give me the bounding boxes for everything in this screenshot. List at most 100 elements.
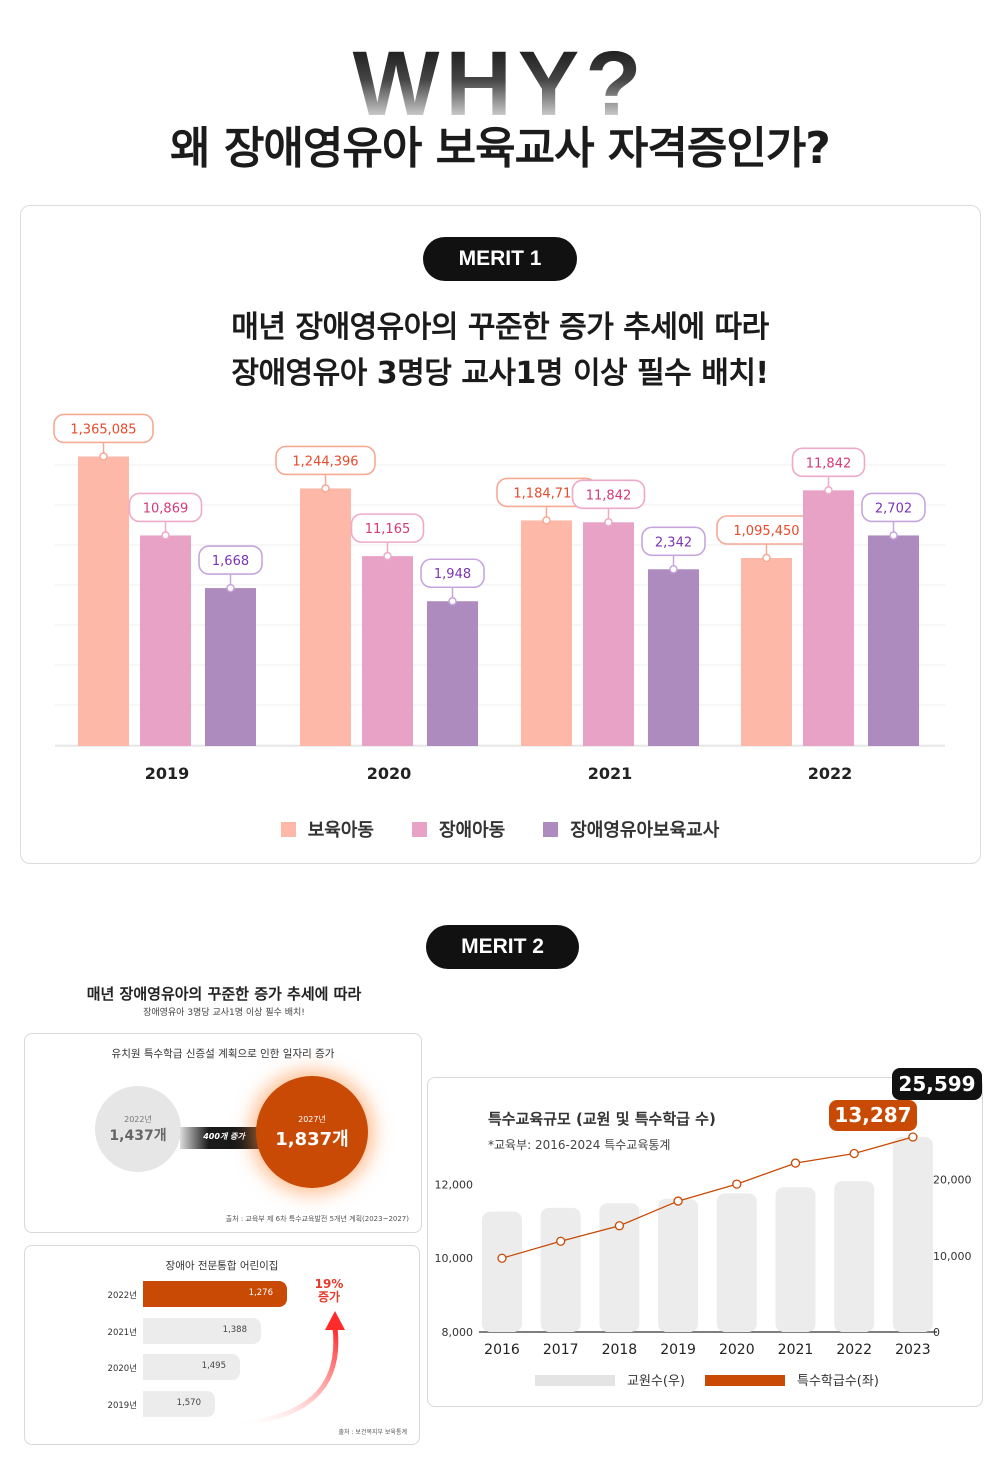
x-tick-label: 2022 <box>836 1342 872 1358</box>
legend-label-teachers: 교원수(우) <box>627 1374 685 1389</box>
classes-2023-tag: 13,287 <box>829 1100 917 1131</box>
data-label-box <box>791 447 866 478</box>
jobs-from-year: 2022년 <box>124 1114 152 1124</box>
daycare-row-year: 2021년 <box>107 1328 137 1338</box>
classes-point-2021 <box>790 1158 801 1168</box>
jobs-to-value: 1,837개 <box>275 1128 349 1150</box>
y-right-tick-label: 20,000 <box>933 1174 972 1187</box>
daycare-row-year: 2022년 <box>107 1291 137 1301</box>
merit1-bar-chart: 1,365,08510,8691,66820191,244,39611,1651… <box>53 413 945 783</box>
label-dot <box>383 551 392 561</box>
bar-2020-1 <box>362 556 413 746</box>
merit2-badge: MERIT 2 <box>426 925 579 969</box>
label-dot <box>762 553 771 563</box>
jobs-panel-title: 유치원 특수학급 신증설 계획으로 인한 일자리 증가 <box>111 1048 335 1060</box>
bar-2021-0 <box>521 520 572 746</box>
data-label-box <box>198 545 263 575</box>
data-label: 10,869 <box>143 501 189 516</box>
jobs-source: 출처 : 교육부 제 6차 특수교육발전 5개년 계획(2023~2027) <box>225 1215 409 1223</box>
daycare-change-word: 증가 <box>317 1290 341 1304</box>
jobs-arrow <box>180 1127 262 1149</box>
data-label: 1,184,716 <box>513 486 579 501</box>
data-label-box <box>641 526 706 557</box>
legend-swatch-teachers <box>535 1375 615 1386</box>
daycare-source: 출처 : 보건복지부 보육통계 <box>338 1429 407 1436</box>
x-tick-label: 2021 <box>778 1342 814 1358</box>
bar-2020-2 <box>427 601 478 746</box>
data-label-box <box>350 513 425 543</box>
data-label: 2,342 <box>655 535 692 550</box>
teacher-bar-2019 <box>658 1198 699 1332</box>
teacher-bar-2018 <box>599 1203 640 1332</box>
legend-label-teacher: 장애영유아보육교사 <box>570 820 720 841</box>
page-title: 왜 장애영유아 보육교사 자격증인가? <box>170 123 831 174</box>
daycare-bar-value: 1,570 <box>176 1398 201 1408</box>
data-label-box <box>275 445 376 476</box>
bar-group-2022: 1,095,450 11,842 2,702 <box>716 447 926 746</box>
data-label: 11,842 <box>586 488 632 503</box>
teacher-bar-2016 <box>482 1211 522 1332</box>
daycare-row: 2020년 1,495 <box>25 1354 419 1380</box>
daycare-row-year: 2020년 <box>107 1364 137 1374</box>
merit1-legend: 보육아동 장애아동 장애영유아보육교사 <box>0 816 1000 842</box>
daycare-row: 2021년 1,388 <box>25 1318 419 1344</box>
merit1-badge: MERIT 1 <box>423 237 577 281</box>
legend-label-disabled: 장애아동 <box>438 820 506 841</box>
data-label-box <box>571 479 646 510</box>
data-label-box <box>861 492 926 523</box>
x-tick-label: 2018 <box>602 1342 638 1358</box>
jobs-from-value: 1,437개 <box>109 1127 167 1144</box>
legend-swatch-childcare <box>280 821 296 837</box>
legend-item-childcare: 보육아동 <box>280 816 374 842</box>
label-dot <box>542 516 551 525</box>
bar-2019-2 <box>205 588 256 746</box>
data-label: 11,842 <box>806 456 852 471</box>
daycare-change-label: 19% 증가 <box>309 1278 349 1304</box>
classes-point-2018 <box>614 1221 625 1231</box>
teacher-bar-2021 <box>775 1187 816 1332</box>
teacher-bar-2017 <box>540 1207 581 1332</box>
label-dot <box>448 596 457 606</box>
x-tick-label: 2022 <box>808 764 853 783</box>
x-tick-label: 2020 <box>367 764 412 783</box>
classes-point-2017 <box>556 1236 566 1246</box>
legend-item-disabled: 장애아동 <box>411 816 506 842</box>
bar-2021-1 <box>583 522 634 746</box>
label-dot <box>889 531 898 540</box>
daycare-panel-title: 장애아 전문통합 어린이집 <box>165 1260 279 1272</box>
data-label-box <box>128 492 203 523</box>
bar-group-2019: 1,365,085 10,869 1,668 <box>53 413 263 746</box>
jobs-arrow-label: 400개 증가 <box>203 1132 245 1141</box>
daycare-change-pct: 19% <box>314 1277 344 1291</box>
label-dot <box>321 484 330 493</box>
data-label: 1,668 <box>212 554 249 569</box>
daycare-panel: 장애아 전문통합 어린이집 2022년 1,276 2021년 1,388 20… <box>24 1245 420 1445</box>
bar-2019-0 <box>78 456 129 746</box>
bar-2022-0 <box>741 558 792 746</box>
legend-swatch-classes <box>705 1375 785 1386</box>
bar-2020-0 <box>300 488 351 746</box>
jobs-2022-circle: 2022년 1,437개 <box>95 1086 181 1172</box>
data-label-box <box>420 558 485 589</box>
daycare-row: 2019년 1,570 <box>25 1391 419 1417</box>
daycare-bar-value: 1,388 <box>222 1325 247 1335</box>
label-dot <box>604 518 613 527</box>
data-label: 1,244,396 <box>292 454 358 469</box>
label-dot <box>226 583 235 593</box>
classes-point-2023 <box>908 1132 918 1142</box>
merit2-subtitle: 장애영유아 3명당 교사1명 이상 필수 배치! <box>143 1008 305 1018</box>
x-tick-label: 2019 <box>660 1342 696 1358</box>
jobs-to-year: 2027년 <box>298 1114 326 1124</box>
daycare-bar: 1,276 <box>143 1281 287 1307</box>
bar-2022-1 <box>803 490 854 746</box>
bar-2019-1 <box>140 535 191 746</box>
teacher-bar-2020 <box>716 1193 757 1332</box>
scale-title: 특수교육규모 (교원 및 특수학급 수) <box>488 1110 716 1128</box>
daycare-bar: 1,570 <box>143 1391 215 1417</box>
daycare-bar: 1,495 <box>143 1354 240 1380</box>
y-left-tick-label: 12,000 <box>435 1178 474 1191</box>
bar-group-2021: 1,184,716 11,842 2,342 <box>496 477 706 746</box>
daycare-row: 2022년 1,276 <box>25 1281 419 1307</box>
classes-point-2019 <box>673 1196 683 1206</box>
legend-label-classes: 특수학급수(좌) <box>797 1374 879 1389</box>
